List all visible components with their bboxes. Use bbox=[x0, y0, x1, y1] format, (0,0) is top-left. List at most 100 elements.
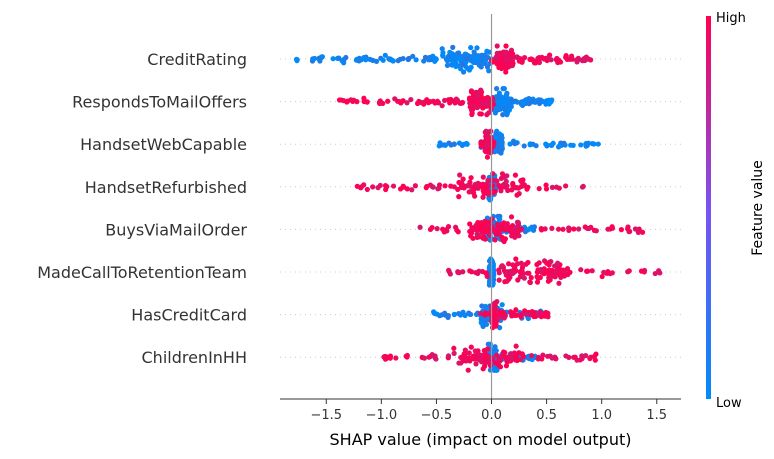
shap-point bbox=[512, 263, 518, 270]
shap-point bbox=[535, 354, 541, 360]
shap-point bbox=[553, 268, 559, 274]
shap-point bbox=[556, 280, 562, 286]
shap-point bbox=[498, 175, 505, 181]
shap-point bbox=[468, 58, 474, 64]
shap-point bbox=[525, 259, 531, 266]
shap-point bbox=[639, 229, 646, 235]
shap-point bbox=[449, 62, 455, 68]
shap-point bbox=[513, 256, 519, 262]
feature-label: RespondsToMailOffers bbox=[72, 93, 247, 112]
shap-point bbox=[497, 149, 503, 155]
shap-point bbox=[513, 307, 519, 313]
shap-point bbox=[513, 312, 519, 318]
shap-point bbox=[466, 355, 472, 361]
shap-point bbox=[509, 187, 515, 193]
shap-point bbox=[497, 364, 504, 370]
shap-point bbox=[518, 314, 524, 320]
shap-point bbox=[421, 355, 428, 361]
shap-point bbox=[527, 279, 533, 285]
shap-point bbox=[591, 353, 598, 359]
shap-point bbox=[508, 351, 514, 357]
shap-point bbox=[356, 57, 362, 63]
shap-point bbox=[451, 56, 457, 62]
shap-point bbox=[440, 52, 446, 59]
shap-point bbox=[422, 54, 429, 60]
shap-point bbox=[533, 143, 539, 149]
shap-point bbox=[459, 61, 465, 67]
shap-point bbox=[625, 269, 631, 275]
shap-point bbox=[385, 98, 391, 104]
x-tick-label: 1.5 bbox=[646, 408, 667, 423]
shap-point bbox=[521, 275, 527, 281]
colorbar-gradient bbox=[706, 16, 711, 399]
shap-point bbox=[526, 270, 532, 276]
shap-point bbox=[480, 97, 486, 103]
colorbar-low-label: Low bbox=[716, 396, 742, 411]
x-tick-label: −1.5 bbox=[310, 408, 342, 423]
shap-point bbox=[532, 60, 539, 66]
shap-point bbox=[501, 312, 507, 318]
shap-point bbox=[574, 357, 580, 363]
shap-point bbox=[561, 273, 568, 279]
shap-point bbox=[439, 103, 445, 109]
shap-point bbox=[330, 56, 336, 62]
shap-point bbox=[446, 267, 452, 273]
shap-point bbox=[476, 351, 482, 357]
shap-point bbox=[525, 315, 531, 322]
shap-point bbox=[479, 52, 485, 58]
shap-point bbox=[563, 353, 569, 359]
shap-point bbox=[382, 353, 388, 360]
shap-point bbox=[514, 54, 520, 60]
shap-point bbox=[401, 184, 407, 190]
shap-point bbox=[432, 58, 438, 64]
shap-point bbox=[404, 100, 410, 106]
shap-point bbox=[494, 352, 500, 358]
shap-point bbox=[484, 346, 491, 352]
shap-point bbox=[546, 101, 552, 107]
shap-point bbox=[503, 183, 509, 189]
shap-point bbox=[472, 348, 478, 354]
shap-point bbox=[429, 184, 435, 190]
shap-point bbox=[503, 270, 509, 276]
shap-point bbox=[493, 322, 499, 328]
shap-point bbox=[463, 51, 469, 57]
shap-point bbox=[393, 355, 399, 361]
shap-point bbox=[509, 355, 515, 361]
shap-point bbox=[469, 230, 475, 236]
shap-point bbox=[514, 99, 520, 105]
shap-point bbox=[455, 229, 461, 235]
shap-point bbox=[601, 269, 607, 275]
shap-point bbox=[584, 142, 590, 149]
shap-point bbox=[400, 55, 406, 62]
shap-point bbox=[486, 110, 492, 116]
shap-point bbox=[442, 310, 448, 316]
shap-point bbox=[482, 310, 489, 316]
shap-point bbox=[548, 142, 554, 148]
shap-point bbox=[477, 89, 483, 95]
shap-point bbox=[578, 267, 584, 273]
x-tick-label: 0.5 bbox=[536, 408, 557, 423]
shap-point bbox=[508, 214, 515, 220]
shap-point bbox=[475, 225, 481, 231]
shap-point bbox=[570, 142, 576, 148]
shap-point bbox=[485, 177, 491, 184]
shap-point bbox=[504, 278, 510, 284]
colorbar: High Low Feature value bbox=[706, 11, 766, 411]
shap-point bbox=[508, 56, 514, 62]
x-axis-ticks: −1.5 −1.0 −0.5 0.0 0.5 1.0 1.5 bbox=[310, 399, 667, 423]
shap-point bbox=[499, 234, 505, 241]
shap-point bbox=[498, 135, 504, 141]
shap-point bbox=[421, 99, 427, 105]
shap-point bbox=[536, 186, 542, 192]
shap-point bbox=[536, 260, 542, 266]
shap-point bbox=[499, 354, 505, 360]
shap-point bbox=[363, 57, 369, 63]
shap-point bbox=[534, 274, 540, 280]
shap-point bbox=[518, 260, 524, 266]
shap-point bbox=[361, 98, 367, 105]
shap-point bbox=[450, 44, 456, 50]
shap-point bbox=[605, 226, 611, 232]
shap-point bbox=[468, 89, 475, 95]
shap-point bbox=[512, 172, 519, 178]
shap-point bbox=[576, 226, 582, 232]
